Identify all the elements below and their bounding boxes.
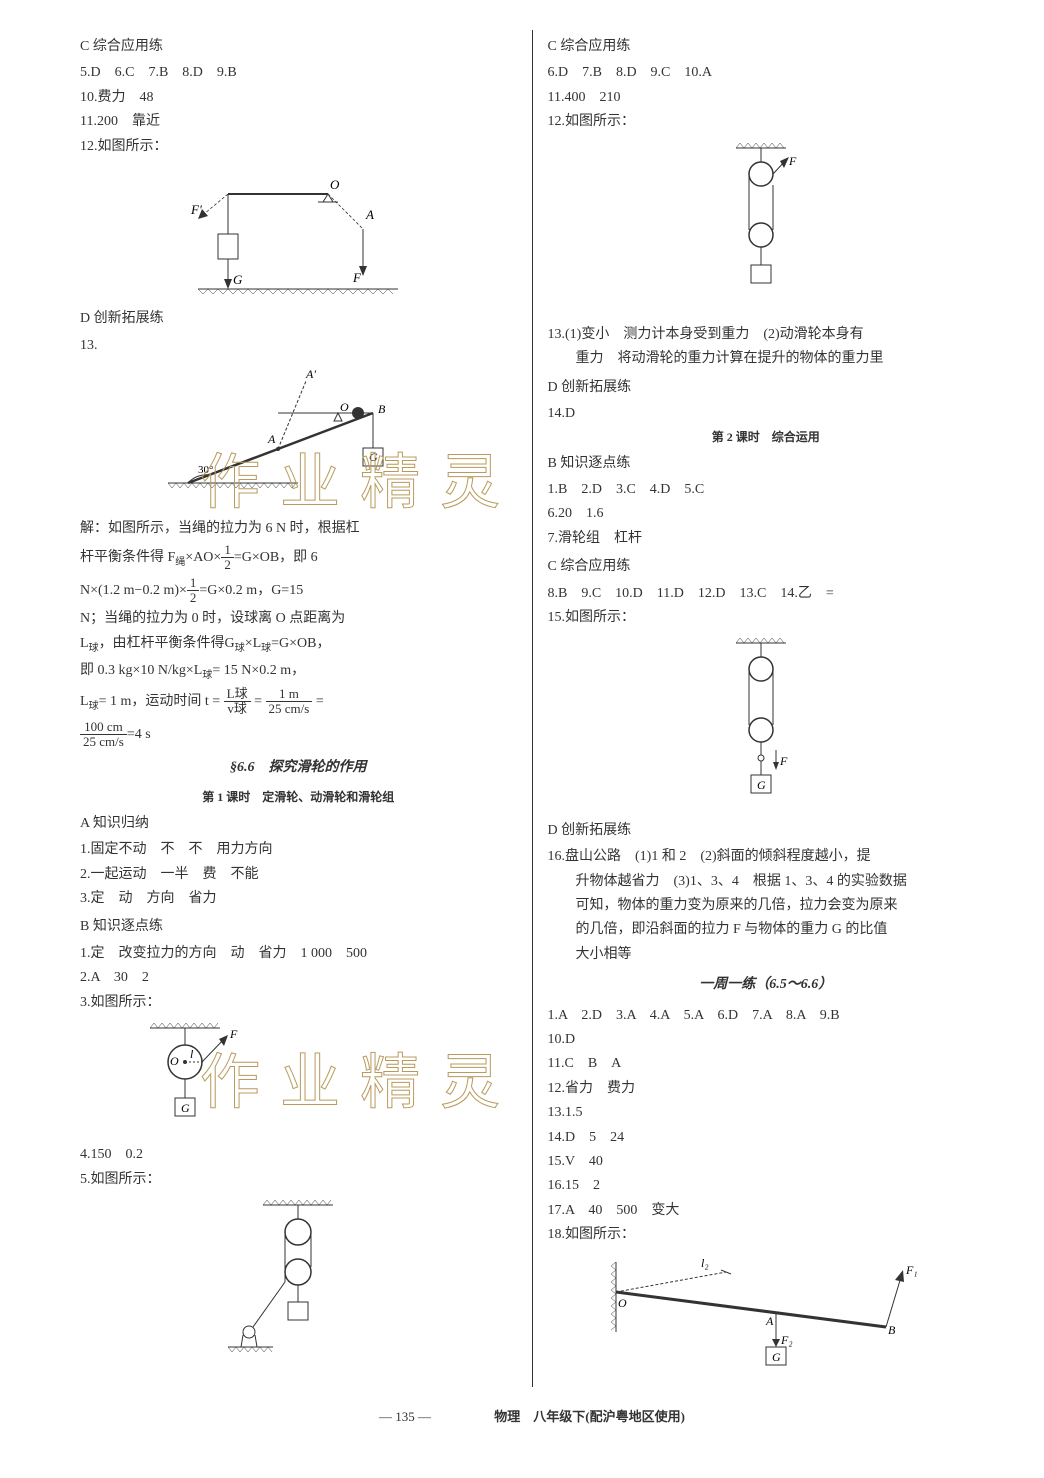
svg-text:G: G (369, 450, 378, 464)
answer-16-cont4: 大小相等 (548, 944, 985, 966)
svg-text:A: A (365, 207, 374, 222)
figure-13-lever: 30° A B O G A' (80, 363, 517, 511)
left-column: C 综合应用练 5.D 6.C 7.B 8.D 9.B 10.费力 48 11.… (70, 30, 533, 1387)
weekly-6: 14.D 5 24 (548, 1127, 985, 1149)
svg-text:l: l (190, 1047, 194, 1061)
page-number-dash: — (379, 1409, 395, 1424)
answer-11-r: 11.400 210 (548, 87, 985, 109)
answer-a1: 1.固定不动 不 不 用力方向 (80, 839, 517, 861)
answer-13-r: 13.(1)变小 测力计本身受到重力 (2)动滑轮本身有 (548, 324, 985, 346)
lesson-1-title: 第 1 课时 定滑轮、动滑轮和滑轮组 (80, 788, 517, 807)
weekly-8: 16.15 2 (548, 1175, 985, 1197)
weekly-3: 11.C B A (548, 1053, 985, 1075)
weekly-2: 10.D (548, 1029, 985, 1051)
answer-15-label-r: 15.如图所示： (548, 607, 985, 629)
svg-text:B: B (888, 1323, 896, 1337)
answer-12-label-r: 12.如图所示： (548, 111, 985, 133)
weekly-5: 13.1.5 (548, 1102, 985, 1124)
section-d-title: D 创新拓展练 (80, 308, 517, 330)
svg-text:O: O (330, 177, 340, 192)
answer-13-label: 13. (80, 335, 517, 357)
answer-14-r: 14.D (548, 403, 985, 425)
answer-16-cont3: 的几倍，即沿斜面的拉力 F 与物体的重力 G 的比值 (548, 919, 985, 941)
page-number-dash2: — (418, 1409, 431, 1424)
svg-text:30°: 30° (198, 464, 213, 476)
answer-11: 11.200 靠近 (80, 111, 517, 133)
svg-text:F: F (779, 754, 788, 768)
answer-b1: 1.定 改变拉力的方向 动 省力 1 000 500 (80, 943, 517, 965)
svg-text:A: A (765, 1314, 774, 1328)
right-column: C 综合应用练 6.D 7.B 8.D 9.C 10.A 11.400 210 … (533, 30, 995, 1387)
weekly-4: 12.省力 费力 (548, 1078, 985, 1100)
answers-5-9: 5.D 6.C 7.B 8.D 9.B (80, 62, 517, 84)
lesson-2-title: 第 2 课时 综合运用 (548, 428, 985, 447)
svg-text:G: G (757, 778, 766, 792)
figure-15-pulley-r: F G (548, 635, 985, 813)
answer-16-cont1: 升物体越省力 (3)1、3、4 根据 1、3、4 的实验数据 (548, 871, 985, 893)
answers-b1-5-r: 1.B 2.D 3.C 4.D 5.C (548, 479, 985, 501)
answer-b7-r: 7.滑轮组 杠杆 (548, 528, 985, 550)
answer-b6-r: 6.20 1.6 (548, 503, 985, 525)
answer-b2: 2.A 30 2 (80, 967, 517, 989)
answer-a2: 2.一起运动 一半 费 不能 (80, 864, 517, 886)
svg-text:O: O (618, 1296, 627, 1310)
page-footer: — 135 — 物理 八年级下(配沪粤地区使用) (70, 1407, 994, 1428)
page-number: 135 (395, 1409, 415, 1424)
svg-text:A': A' (305, 367, 316, 381)
answer-13-cont: 重力 将动滑轮的重力计算在提升的物体的重力里 (548, 348, 985, 370)
weekly-10-label: 18.如图所示： (548, 1224, 985, 1246)
svg-text:O: O (170, 1054, 179, 1068)
solution-line-2: 杆平衡条件得 F绳×AO×12=G×OB，即 6 (80, 543, 517, 573)
svg-text:A: A (267, 432, 276, 446)
answer-16-r: 16.盘山公路 (1)1 和 2 (2)斜面的倾斜程度越小，提 (548, 846, 985, 868)
solution-line-6: 即 0.3 kg×10 N/kg×L球= 15 N×0.2 m， (80, 660, 517, 684)
answers-c8-14-r: 8.B 9.C 10.D 11.D 12.D 13.C 14.乙 = (548, 583, 985, 605)
answer-b3-label: 3.如图所示： (80, 992, 517, 1014)
section-b-title: B 知识逐点练 (80, 916, 517, 938)
solution-line-3: N×(1.2 m−0.2 m)×12=G×0.2 m，G=15 (80, 576, 517, 606)
section-c2-title-r: C 综合应用练 (548, 556, 985, 578)
answer-10: 10.费力 48 (80, 87, 517, 109)
section-a-title: A 知识归纳 (80, 813, 517, 835)
answer-b5-label: 5.如图所示： (80, 1169, 517, 1191)
svg-text:l₂: l₂ (701, 1256, 709, 1270)
solution-line-1: 解：如图所示，当绳的拉力为 6 N 时，根据杠 (80, 518, 517, 540)
figure-18-lever: O l₂ A F₂ G B F₁ (548, 1252, 985, 1380)
answer-b4: 4.150 0.2 (80, 1144, 517, 1166)
figure-5-pulley (80, 1197, 517, 1365)
solution-line-5: L球，由杠杆平衡条件得G球×L球=G×OB， (80, 633, 517, 657)
svg-text:G: G (181, 1101, 190, 1115)
weekly-1: 1.A 2.D 3.A 4.A 5.A 6.D 7.A 8.A 9.B (548, 1005, 985, 1027)
svg-text:O: O (340, 400, 349, 414)
weekly-7: 15.V 40 (548, 1151, 985, 1173)
section-6-6-title: §6.6 探究滑轮的作用 (80, 757, 517, 779)
weekly-9: 17.A 40 500 变大 (548, 1200, 985, 1222)
answers-6-10-r: 6.D 7.B 8.D 9.C 10.A (548, 62, 985, 84)
svg-text:F: F (229, 1027, 238, 1041)
figure-12-pulley-r: F (548, 140, 985, 318)
solution-line-8: 100 cm25 cm/s=4 s (80, 720, 517, 750)
answer-16-cont2: 可知，物体的重力变为原来的几倍，拉力会变为原来 (548, 895, 985, 917)
solution-line-7: L球= 1 m，运动时间 t = L球v球 = 1 m25 cm/s = (80, 687, 517, 717)
answer-12-label: 12.如图所示： (80, 136, 517, 158)
footer-text: 物理 八年级下(配沪粤地区使用) (494, 1407, 685, 1428)
figure-3-pulley: O l F G (80, 1020, 517, 1138)
svg-text:F₁: F₁ (905, 1263, 918, 1277)
answer-a3: 3.定 动 方向 省力 (80, 888, 517, 910)
weekly-title: 一周一练（6.5～6.6） (548, 974, 985, 996)
section-c-title-r: C 综合应用练 (548, 36, 985, 58)
section-c-title: C 综合应用练 (80, 36, 517, 58)
svg-text:B: B (378, 402, 386, 416)
svg-text:G: G (772, 1350, 781, 1364)
svg-text:F₂: F₂ (780, 1333, 793, 1347)
section-d2-title-r: D 创新拓展练 (548, 820, 985, 842)
section-b-title-r: B 知识逐点练 (548, 453, 985, 475)
section-d-title-r: D 创新拓展练 (548, 377, 985, 399)
svg-text:G: G (233, 272, 243, 287)
svg-text:F: F (352, 270, 362, 285)
figure-12-lever: O G F' A F (80, 164, 517, 302)
solution-line-4: N；当绳的拉力为 0 时，设球离 O 点距离为 (80, 608, 517, 630)
svg-text:F': F' (190, 202, 202, 217)
svg-text:F: F (788, 154, 797, 168)
